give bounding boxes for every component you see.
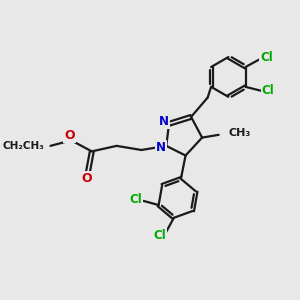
Text: Cl: Cl (154, 229, 166, 242)
Text: CH₂CH₃: CH₂CH₃ (2, 141, 44, 152)
Text: Cl: Cl (129, 193, 142, 206)
Text: N: N (156, 141, 166, 154)
Text: O: O (81, 172, 92, 185)
Text: CH₃: CH₃ (228, 128, 250, 139)
Text: Cl: Cl (260, 51, 273, 64)
Text: O: O (64, 129, 75, 142)
Text: N: N (159, 115, 169, 128)
Text: Cl: Cl (262, 85, 275, 98)
